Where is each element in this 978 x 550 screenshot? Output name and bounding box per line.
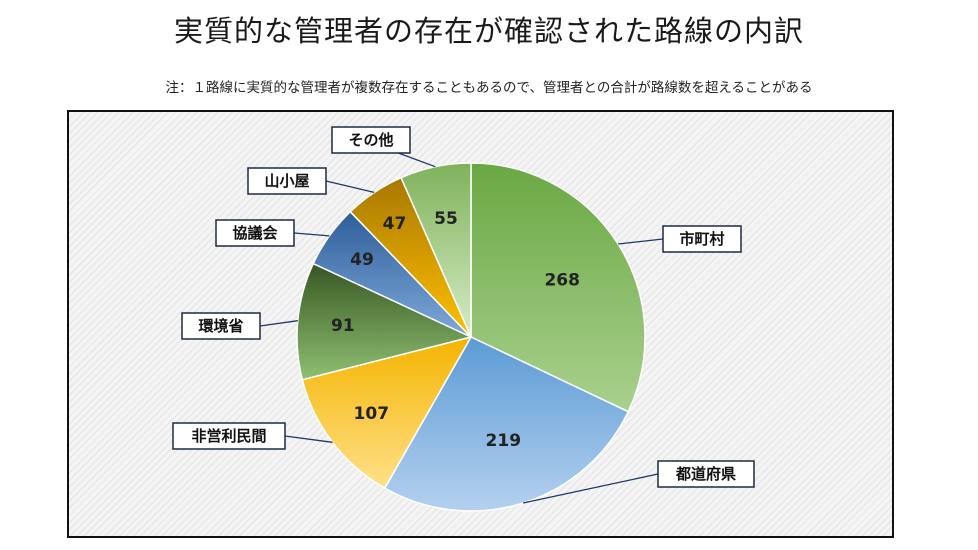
leader-line — [522, 473, 659, 504]
slice-value-label: 55 — [434, 209, 458, 229]
slice-category-label: その他 — [331, 126, 411, 154]
slice-value-label: 219 — [486, 431, 522, 451]
slice-category-label: 環境省 — [181, 312, 261, 340]
svg-text:非営利民間: 非営利民間 — [191, 427, 266, 445]
slice-value-label: 107 — [354, 404, 390, 424]
svg-text:その他: その他 — [348, 131, 393, 149]
slice-value-label: 91 — [331, 316, 355, 336]
leader-line — [325, 180, 375, 194]
leader-line — [618, 238, 664, 245]
slice-category-label: 市町村 — [662, 225, 742, 253]
pie-slice — [301, 335, 473, 490]
pie-slice — [296, 262, 474, 381]
chart-area: 268 219 107 91 49 47 55 市町村都道府県 非営利民間 環境省 協議会 山小屋 そ… — [67, 110, 894, 538]
slice-value-label: 47 — [383, 214, 407, 234]
svg-text:協議会: 協議会 — [232, 224, 277, 242]
chart-note: 注：１路線に実質的な管理者が複数存在することもあるので、管理者との合計が路線数を… — [165, 80, 813, 96]
svg-text:都道府県: 都道府県 — [675, 465, 736, 483]
leader-line — [284, 435, 333, 443]
slice-value-label: 268 — [544, 270, 580, 290]
pie-slice — [400, 162, 472, 338]
pie-slice — [470, 162, 646, 413]
slice-category-label: 非営利民間 — [172, 422, 286, 450]
leader-line — [259, 320, 298, 327]
svg-text:山小屋: 山小屋 — [264, 172, 309, 190]
leader-line — [398, 152, 436, 168]
slice-category-label: 都道府県 — [657, 460, 755, 488]
slice-category-label: 協議会 — [215, 219, 295, 247]
leader-line — [293, 232, 330, 237]
slice-value-label: 49 — [350, 250, 374, 270]
svg-text:市町村: 市町村 — [679, 230, 724, 248]
chart-title: 実質的な管理者の存在が確認された路線の内訳 — [173, 14, 804, 48]
svg-text:環境省: 環境省 — [198, 317, 243, 335]
slice-category-label: 山小屋 — [247, 167, 327, 195]
